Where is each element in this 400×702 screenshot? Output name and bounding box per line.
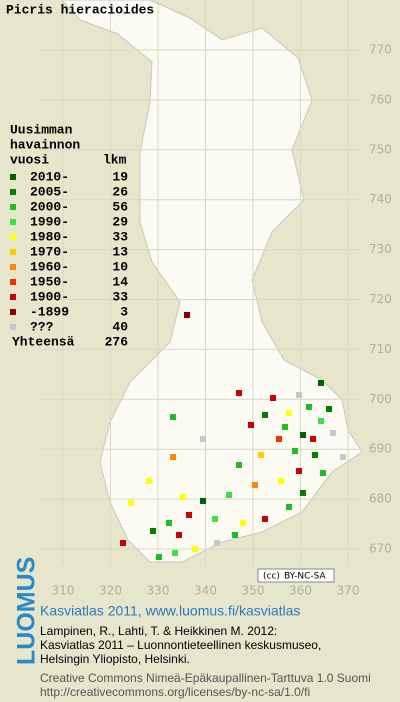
legend-label: 2010- [30, 169, 69, 184]
legend-label: 1900- [30, 289, 69, 304]
x-tick-label: 340 [194, 584, 217, 598]
legend-count: 14 [112, 274, 128, 289]
x-tick-label: 310 [52, 584, 75, 598]
legend-swatch [10, 324, 16, 330]
y-tick-label: 710 [369, 342, 392, 356]
legend-count: 13 [112, 244, 128, 259]
logo: LUOMUS [13, 557, 41, 665]
legend-label: 1970- [30, 244, 69, 259]
legend-count: 56 [112, 199, 128, 214]
legend-label: 1960- [30, 259, 69, 274]
y-tick-label: 690 [369, 442, 392, 456]
total-count: 276 [105, 334, 129, 349]
y-tick-label: 740 [369, 192, 392, 206]
license-line: http://creativecommons.org/licenses/by-n… [40, 685, 310, 699]
occurrence-dots [120, 312, 346, 560]
legend-swatch [10, 294, 16, 300]
legend-label: 1950- [30, 274, 69, 289]
y-tick-label: 770 [369, 43, 392, 57]
legend-count-heading: lkm [103, 152, 127, 167]
legend-heading: Uusimman [10, 122, 73, 137]
legend-label: 2005- [30, 184, 69, 199]
legend-swatch [10, 249, 16, 255]
y-tick-label: 760 [369, 92, 392, 106]
y-tick-label: 670 [369, 542, 392, 556]
legend-count: 3 [120, 304, 128, 319]
legend-heading: vuosi [10, 152, 49, 167]
legend-count: 19 [112, 169, 128, 184]
y-tick-label: 700 [369, 392, 392, 406]
x-tick-label: 330 [147, 584, 170, 598]
legend-swatch [10, 219, 16, 225]
headline: Kasviatlas 2011, www.luomus.fi/kasviatla… [40, 603, 300, 619]
y-tick-label: 730 [369, 242, 392, 256]
license-badge [257, 568, 335, 583]
legend-swatch [10, 174, 16, 180]
legend-swatch [10, 309, 16, 315]
grid: 310 320 330 340 350 360 3706706806907007107207… [40, 0, 392, 598]
footer-text: Lampinen, R., Lahti, T. & Heikkinen M. 2… [40, 624, 371, 699]
legend-count: 33 [112, 289, 128, 304]
legend-label: 1990- [30, 214, 69, 229]
legend-swatch [10, 189, 16, 195]
species-title: Picris hieracioides [6, 2, 154, 17]
legend-label: 2000- [30, 199, 69, 214]
x-tick-label: 320 [99, 584, 122, 598]
land [61, 0, 363, 563]
legend-label: ??? [30, 319, 54, 334]
y-tick-label: 720 [369, 292, 392, 306]
y-tick-label: 680 [369, 492, 392, 506]
x-tick-label: 370 [337, 584, 360, 598]
cc-icon: (cc) [263, 572, 280, 582]
legend-label: -1899 [30, 304, 69, 319]
legend-count: 26 [112, 184, 128, 199]
license-badge-text: BY-NC-SA [284, 572, 327, 582]
citation-line: Helsingin Yliopisto, Helsinki. [40, 652, 190, 666]
legend-swatch [10, 264, 16, 270]
legend-count: 29 [112, 214, 128, 229]
legend-swatch [10, 234, 16, 240]
legend-label: 1980- [30, 229, 69, 244]
legend-count: 40 [112, 319, 128, 334]
license-line: Creative Commons Nimeä-Epäkaupallinen-Ta… [40, 671, 371, 685]
x-tick-label: 360 [289, 584, 312, 598]
legend-swatch [10, 279, 16, 285]
legend-swatch [10, 204, 16, 210]
citation-line: Kasviatlas 2011 – Luonnontieteellinen ke… [40, 638, 321, 652]
legend-count: 33 [112, 229, 128, 244]
citation-line: Lampinen, R., Lahti, T. & Heikkinen M. 2… [40, 624, 277, 638]
legend-heading: havainnon [10, 137, 80, 152]
y-tick-label: 750 [369, 142, 392, 156]
x-tick-label: 350 [242, 584, 265, 598]
legend-count: 10 [112, 259, 128, 274]
total-label: Yhteensä [12, 334, 75, 349]
